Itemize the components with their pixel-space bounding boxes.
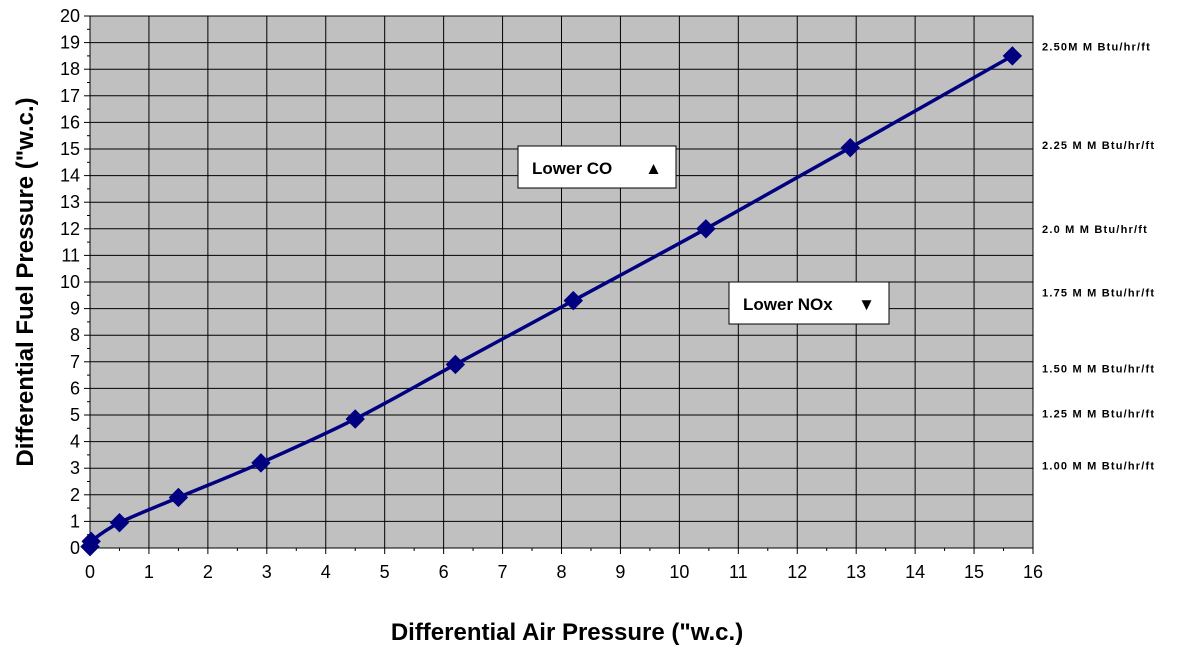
annotation-background bbox=[517, 145, 677, 189]
right-label: 1.75 M M Btu/hr/ft bbox=[1042, 288, 1155, 300]
y-tick-label: 7 bbox=[70, 352, 80, 372]
data-point bbox=[1002, 46, 1023, 66]
y-tick-label: 19 bbox=[60, 33, 80, 53]
y-tick-label: 12 bbox=[60, 219, 80, 239]
y-tick-label: 0 bbox=[70, 538, 80, 558]
right-labels: 2.50M M Btu/hr/ft 2.25 M M Btu/hr/ft 2.0 M… bbox=[1042, 42, 1155, 473]
annotation-background bbox=[728, 281, 890, 325]
y-tick-label: 20 bbox=[60, 6, 80, 26]
x-axis-title: Differential Air Pressure ("w.c.) bbox=[391, 619, 743, 646]
right-label: 1.25 M M Btu/hr/ft bbox=[1042, 409, 1155, 421]
y-tick-label: 3 bbox=[70, 458, 80, 478]
y-axis-title: Differential Fuel Pressure ("w.c.) bbox=[12, 97, 39, 466]
x-tick-label: 7 bbox=[498, 562, 508, 582]
annotation-text: Lower CO bbox=[532, 159, 612, 178]
x-tick-label: 16 bbox=[1023, 562, 1043, 582]
y-tick-label: 4 bbox=[70, 432, 80, 452]
y-tick-label: 10 bbox=[60, 272, 80, 292]
y-tick-label: 13 bbox=[60, 192, 80, 212]
plot-border bbox=[89, 15, 1034, 549]
annotations: Lower CO ▲ Lower NOx ▼ bbox=[517, 145, 890, 325]
x-tick-label: 9 bbox=[615, 562, 625, 582]
y-tick-label: 9 bbox=[70, 299, 80, 319]
data-point bbox=[345, 409, 365, 429]
axes: 0 1 2 3 4 5 6 7 8 9 10 11 12 13 14 15 160123456789101112… bbox=[60, 6, 1043, 582]
x-tick-label: 15 bbox=[964, 562, 984, 582]
x-tick-label: 11 bbox=[729, 562, 748, 582]
x-tick-label: 14 bbox=[905, 562, 925, 582]
y-tick-label: 17 bbox=[60, 86, 80, 106]
data-point bbox=[445, 354, 466, 375]
series-fuel-vs-air bbox=[80, 46, 1023, 557]
annotation-box: Lower CO ▲ bbox=[517, 145, 677, 189]
data-point bbox=[696, 219, 716, 239]
x-tick-label: 5 bbox=[380, 562, 390, 582]
right-label: 1.50 M M Btu/hr/ft bbox=[1042, 363, 1155, 375]
x-tick-label: 4 bbox=[321, 562, 331, 582]
x-tick-label: 10 bbox=[669, 562, 689, 582]
right-label: 2.25 M M Btu/hr/ft bbox=[1042, 140, 1155, 152]
y-tick-label: 18 bbox=[60, 59, 80, 79]
x-tick-label: 8 bbox=[556, 562, 566, 582]
x-tick-label: 6 bbox=[439, 562, 449, 582]
x-tick-label: 0 bbox=[85, 562, 95, 582]
x-tick-label: 13 bbox=[846, 562, 866, 582]
grid-lines bbox=[90, 16, 1033, 548]
data-point bbox=[81, 531, 101, 552]
y-tick-label: 11 bbox=[61, 245, 80, 265]
data-point bbox=[840, 137, 861, 158]
annotation-symbol: ▼ bbox=[858, 295, 875, 314]
y-tick-label: 8 bbox=[70, 325, 80, 345]
data-point bbox=[563, 290, 583, 311]
data-point bbox=[168, 487, 189, 508]
right-label: 1.00 M M Btu/hr/ft bbox=[1042, 461, 1155, 473]
annotation-box: Lower NOx ▼ bbox=[728, 281, 890, 325]
data-point bbox=[109, 513, 130, 533]
y-tick-label: 2 bbox=[70, 485, 80, 505]
y-tick-label: 14 bbox=[60, 166, 80, 186]
annotation-symbol: ▲ bbox=[645, 159, 662, 178]
right-label: 2.0 M M Btu/hr/ft bbox=[1042, 224, 1148, 236]
x-tick-label: 1 bbox=[144, 562, 154, 582]
right-label: 2.50M M Btu/hr/ft bbox=[1042, 42, 1151, 54]
x-tick-label: 2 bbox=[203, 562, 213, 582]
y-tick-label: 6 bbox=[70, 378, 80, 398]
annotation-text: Lower NOx bbox=[743, 295, 833, 314]
y-tick-label: 1 bbox=[70, 511, 80, 531]
data-point bbox=[251, 453, 271, 473]
y-tick-label: 5 bbox=[70, 405, 80, 425]
y-tick-label: 15 bbox=[60, 139, 80, 159]
y-tick-label: 16 bbox=[60, 112, 80, 132]
x-tick-label: 12 bbox=[787, 562, 807, 582]
x-tick-label: 3 bbox=[262, 562, 272, 582]
